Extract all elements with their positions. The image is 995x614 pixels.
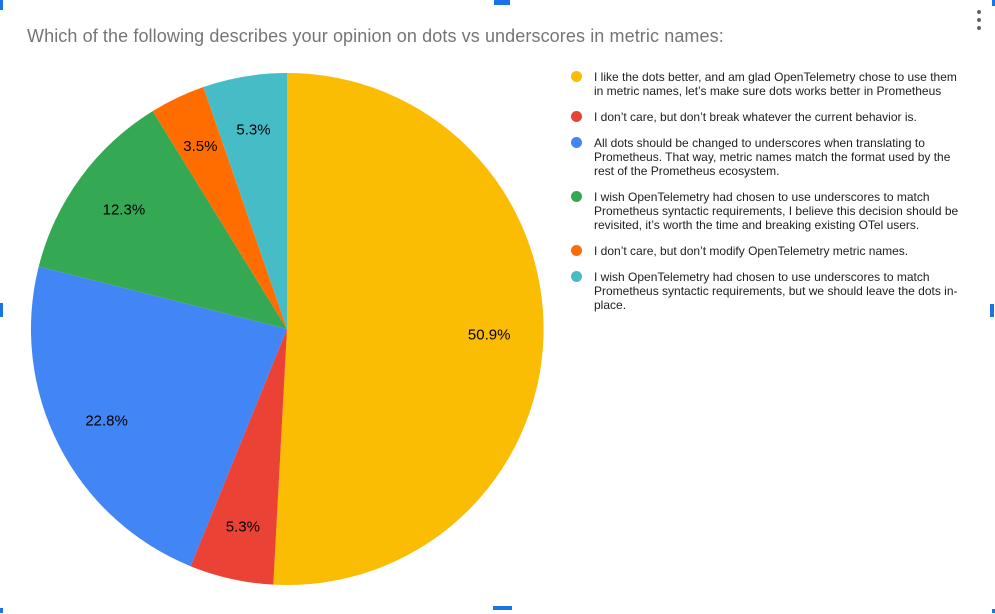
pie-value-label: 5.3%	[226, 518, 260, 535]
selection-handle-top-right[interactable]	[992, 0, 995, 6]
legend-item: I don’t care, but don’t break whatever t…	[571, 110, 985, 124]
legend-item-label: I like the dots better, and am glad Open…	[594, 70, 957, 98]
pie-value-label: 3.5%	[183, 138, 217, 155]
pie-slice-3	[38, 111, 288, 329]
legend-color-dot-icon	[571, 191, 582, 202]
legend-item: I don’t care, but don’t modify OpenTelem…	[571, 244, 985, 258]
pie-slice-2	[30, 266, 287, 567]
pie-slice-1	[190, 329, 287, 585]
legend-item: I wish OpenTelemetry had chosen to use u…	[571, 270, 985, 312]
chart-legend: I like the dots better, and am glad Open…	[571, 70, 985, 312]
pie-value-label: 5.3%	[236, 122, 270, 139]
legend-color-dot-icon	[571, 271, 582, 282]
legend-color-dot-icon	[571, 137, 582, 148]
selection-handle-top-left[interactable]	[0, 0, 3, 10]
kebab-icon	[977, 26, 981, 30]
chart-title: Which of the following describes your op…	[27, 26, 724, 46]
legend-color-dot-icon	[571, 245, 582, 256]
more-options-button[interactable]	[971, 5, 987, 35]
selection-handle-bottom-right[interactable]	[992, 609, 995, 613]
legend-item-label: All dots should be changed to underscore…	[594, 136, 951, 178]
kebab-icon	[977, 18, 981, 22]
selection-handle-left-center[interactable]	[0, 303, 3, 317]
legend-item: I wish OpenTelemetry had chosen to use u…	[571, 190, 985, 232]
selection-handle-top-center[interactable]	[494, 0, 510, 5]
legend-item-label: I wish OpenTelemetry had chosen to use u…	[594, 190, 959, 232]
legend-item-label: I don’t care, but don’t break whatever t…	[594, 110, 917, 124]
legend-item: I like the dots better, and am glad Open…	[571, 70, 985, 98]
pie-chart: 50.9% 5.3% 22.8% 12.3% 3.5% 5.3%	[30, 72, 544, 585]
legend-item-label: I don’t care, but don’t modify OpenTelem…	[594, 244, 909, 258]
pie-value-label: 22.8%	[85, 412, 128, 429]
legend-item: All dots should be changed to underscore…	[571, 136, 985, 178]
selection-handle-bottom-left[interactable]	[0, 608, 3, 613]
pie-value-label: 50.9%	[468, 326, 511, 343]
legend-item-label: I wish OpenTelemetry had chosen to use u…	[594, 270, 958, 312]
selection-handle-right-center[interactable]	[990, 304, 994, 317]
pie-slice-4	[152, 87, 287, 329]
selection-handle-bottom-center[interactable]	[493, 606, 512, 610]
pie-slice-5	[203, 72, 287, 330]
legend-color-dot-icon	[571, 71, 582, 82]
legend-color-dot-icon	[571, 111, 582, 122]
kebab-icon	[977, 10, 981, 14]
pie-value-label: 12.3%	[103, 202, 146, 219]
pie-slice-0	[273, 72, 544, 585]
